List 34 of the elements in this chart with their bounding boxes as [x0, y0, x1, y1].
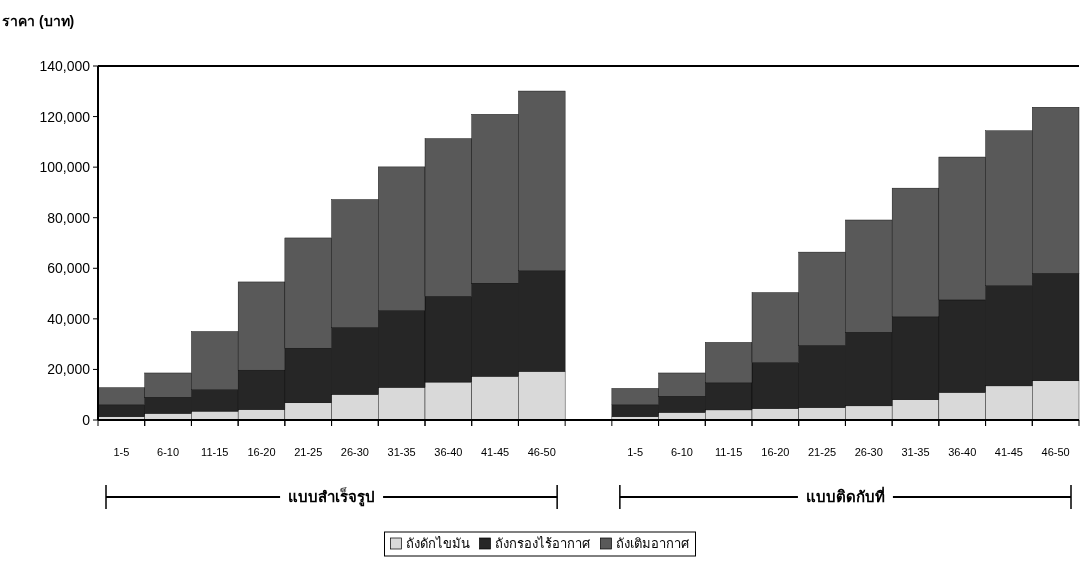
x-tick-label: 46-50 — [527, 446, 556, 458]
y-tick-label: 60,000 — [47, 260, 91, 277]
y-tick-label: 20,000 — [47, 361, 91, 378]
x-tick-label: 26-30 — [854, 446, 883, 458]
x-tick-label: 46-50 — [1041, 446, 1070, 458]
x-tick-label: 26-30 — [340, 446, 369, 458]
y-tick-label: 80,000 — [47, 209, 91, 226]
text: แบบสำเร็จรูป — [288, 487, 376, 507]
y-tick-label: 40,000 — [47, 310, 91, 327]
legend-label: ถังเติมอากาศ — [615, 536, 690, 551]
x-tick-label: 31-35 — [387, 446, 416, 458]
y-tick-label: 100,000 — [39, 159, 91, 176]
x-tick-label: 16-20 — [247, 446, 276, 458]
text: แบบติดกับที่ — [805, 486, 885, 505]
x-tick-label: 6-10 — [670, 446, 693, 458]
x-tick-label: 6-10 — [157, 446, 180, 458]
legend-label: ถังดักไขมัน — [405, 536, 470, 551]
x-tick-label: 36-40 — [948, 446, 977, 458]
x-tick-label: 31-35 — [901, 446, 930, 458]
y-tick-label: 0 — [82, 412, 91, 428]
x-tick-label: 21-25 — [294, 446, 323, 458]
x-tick-label: 36-40 — [434, 446, 463, 458]
x-tick-label: 16-20 — [761, 446, 790, 458]
y-axis-title: ราคา (บาท) — [2, 13, 75, 29]
x-tick-label: 11-15 — [201, 446, 229, 458]
x-tick-label: 41-45 — [481, 446, 510, 458]
y-tick-label: 140,000 — [39, 58, 91, 74]
x-tick-label: 41-45 — [994, 446, 1023, 458]
y-tick-label: 120,000 — [39, 108, 91, 125]
x-tick-label: 11-15 — [714, 446, 743, 458]
x-tick-label: 1-5 — [627, 446, 644, 458]
legend-label: ถังกรองไร้อากาศ — [494, 536, 591, 551]
x-tick-label: 21-25 — [808, 446, 837, 458]
x-tick-label: 1-5 — [113, 446, 130, 458]
